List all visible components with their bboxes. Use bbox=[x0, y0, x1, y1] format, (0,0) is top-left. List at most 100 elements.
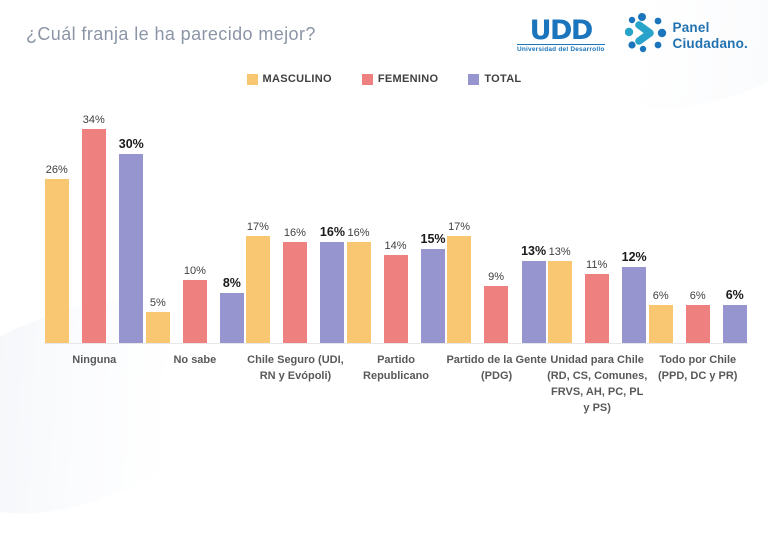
value-label: 13% bbox=[548, 246, 571, 259]
bar-group: 16% 14% 15% bbox=[346, 98, 447, 343]
bar-column: 14% bbox=[383, 239, 408, 343]
bar-column: 16% bbox=[282, 227, 307, 343]
category-label: Chile Seguro (UDI, RN y Evópoli) bbox=[247, 354, 344, 382]
value-label: 6% bbox=[725, 288, 744, 303]
bar-column: 17% bbox=[245, 220, 270, 343]
bar-group: 26% 34% 30% bbox=[44, 98, 145, 343]
legend-item-total: TOTAL bbox=[468, 73, 521, 85]
legend-label: FEMENINO bbox=[377, 73, 439, 85]
value-label: 12% bbox=[621, 250, 647, 265]
bar-column: 34% bbox=[81, 113, 106, 343]
category-label: Todo por Chile (PPD, DC y PR) bbox=[658, 354, 738, 382]
bar-column: 11% bbox=[584, 258, 609, 343]
bar-column: 8% bbox=[219, 275, 244, 343]
udd-caption: Universidad del Desarrollo bbox=[516, 44, 605, 54]
bar-group: 17% 16% 16% bbox=[245, 98, 346, 343]
value-label: 8% bbox=[222, 275, 241, 290]
bar-column: 13% bbox=[547, 246, 572, 343]
legend-swatch-icon bbox=[468, 73, 480, 85]
category-label: Partido de la Gente (PDG) bbox=[446, 354, 547, 382]
page-title: ¿Cuál franja le ha parecido mejor? bbox=[26, 24, 316, 44]
bar-masculino bbox=[145, 311, 170, 343]
value-label: 15% bbox=[420, 231, 446, 246]
logo-area: UDD Universidad del Desarrollo Panel Ciu… bbox=[516, 12, 749, 59]
bar-column: 9% bbox=[484, 271, 509, 343]
value-label: 9% bbox=[488, 271, 505, 284]
legend-swatch-icon bbox=[246, 73, 258, 85]
legend-label: TOTAL bbox=[484, 73, 522, 85]
bar-masculino bbox=[547, 261, 572, 343]
bar-column: 26% bbox=[44, 164, 69, 343]
bar-total bbox=[219, 292, 244, 343]
bar-femenino bbox=[81, 128, 106, 343]
bar-total bbox=[622, 267, 647, 343]
bar-femenino bbox=[584, 273, 609, 343]
value-label: 16% bbox=[319, 225, 345, 240]
bar-group: 5% 10% 8% bbox=[145, 98, 246, 343]
panel-text-line1: Panel bbox=[672, 20, 710, 36]
chart-legend: MASCULINO FEMENINO TOTAL bbox=[0, 73, 768, 85]
category-label: Partido Republicano bbox=[363, 354, 430, 382]
panel-logo-text: Panel Ciudadano. bbox=[673, 20, 749, 50]
value-label: 17% bbox=[448, 220, 471, 233]
bar-femenino bbox=[383, 254, 408, 343]
chart-category-axis: Ninguna No sabe Chile Seguro (UDI, RN y Ev… bbox=[44, 344, 748, 417]
value-label: 10% bbox=[183, 265, 206, 277]
value-label: 34% bbox=[82, 113, 105, 126]
panel-text-line2: Ciudadano. bbox=[672, 35, 748, 51]
bar-masculino bbox=[346, 242, 371, 343]
bar-column: 12% bbox=[622, 250, 647, 343]
category-label: Unidad para Chile (RD, CS, Comunes, FRVS… bbox=[547, 354, 648, 414]
bar-column: 16% bbox=[320, 225, 345, 343]
value-label: 16% bbox=[283, 227, 306, 240]
udd-wordmark: UDD bbox=[529, 14, 594, 46]
bar-group: 17% 9% 13% bbox=[446, 98, 547, 343]
bar-group: 13% 11% 12% bbox=[547, 98, 648, 343]
bar-column: 30% bbox=[119, 137, 144, 343]
bar-column: 13% bbox=[521, 244, 546, 343]
legend-label: MASCULINO bbox=[262, 73, 332, 85]
bar-masculino bbox=[245, 235, 270, 343]
bar-femenino bbox=[685, 305, 710, 343]
bar-femenino bbox=[182, 280, 207, 343]
bar-masculino bbox=[648, 305, 673, 343]
bar-total bbox=[722, 305, 747, 343]
bar-femenino bbox=[282, 242, 307, 343]
bar-column: 5% bbox=[145, 296, 170, 343]
bar-column: 6% bbox=[685, 290, 710, 343]
legend-swatch-icon bbox=[361, 73, 373, 85]
value-label: 17% bbox=[246, 220, 269, 233]
bar-masculino bbox=[44, 179, 69, 343]
bar-total bbox=[421, 248, 446, 343]
value-label: 26% bbox=[45, 164, 68, 177]
bar-total bbox=[521, 261, 546, 343]
category-label: No sabe bbox=[173, 354, 217, 366]
bar-femenino bbox=[484, 286, 509, 343]
value-label: 5% bbox=[149, 296, 166, 309]
bar-column: 15% bbox=[420, 231, 446, 343]
value-label: 30% bbox=[118, 137, 144, 151]
bar-column: 6% bbox=[648, 290, 673, 343]
legend-item-femenino: FEMENINO bbox=[361, 73, 439, 85]
bar-chart: 26% 34% 30% 5% 10% 8% 17% 16% 16% 16% 14% 15% 17% 9% 1… bbox=[44, 98, 748, 417]
bar-group: 6% 6% 6% bbox=[647, 98, 748, 343]
value-label: 11% bbox=[586, 258, 608, 271]
value-label: 14% bbox=[384, 239, 407, 252]
value-label: 16% bbox=[347, 227, 370, 240]
bar-total bbox=[320, 242, 345, 343]
panel-ciudadano-logo: Panel Ciudadano. bbox=[624, 12, 749, 59]
bar-masculino bbox=[447, 235, 472, 343]
bar-column: 17% bbox=[447, 220, 472, 343]
bar-column: 10% bbox=[182, 265, 207, 343]
value-label: 6% bbox=[652, 290, 669, 303]
value-label: 6% bbox=[689, 290, 706, 303]
legend-item-masculino: MASCULINO bbox=[246, 73, 332, 85]
bar-total bbox=[119, 154, 144, 343]
panel-dots-icon bbox=[624, 12, 667, 59]
value-label: 13% bbox=[521, 244, 547, 259]
category-label: Ninguna bbox=[72, 354, 117, 366]
bar-column: 6% bbox=[722, 288, 747, 343]
chart-plot-area: 26% 34% 30% 5% 10% 8% 17% 16% 16% 16% 14% 15% 17% 9% 1… bbox=[44, 98, 748, 344]
bar-column: 16% bbox=[346, 227, 371, 343]
udd-logo: UDD Universidad del Desarrollo bbox=[516, 14, 605, 54]
